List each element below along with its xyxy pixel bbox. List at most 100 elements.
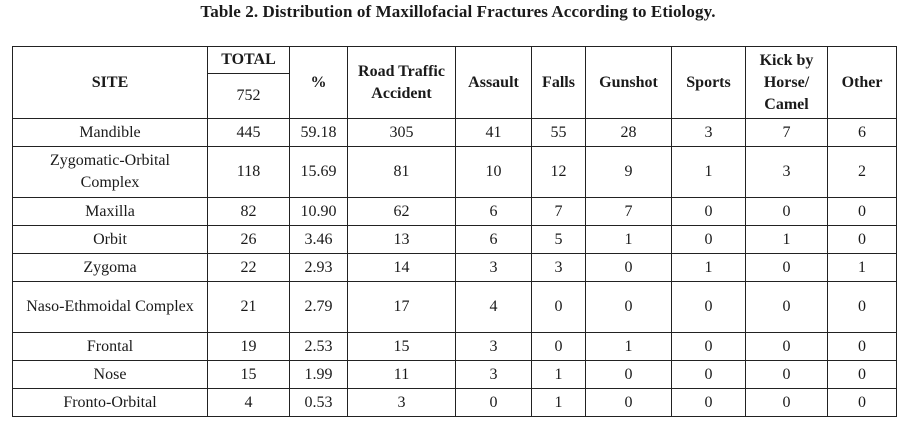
kick-by-horse-camel-cell: 0 xyxy=(745,388,828,417)
table-row: Maxilla 82 10.90 62 6 7 7 0 0 0 xyxy=(12,197,897,226)
gunshot-cell: 1 xyxy=(585,225,672,254)
falls-cell: 1 xyxy=(531,388,586,417)
percent-cell: 10.90 xyxy=(289,197,348,226)
assault-cell: 3 xyxy=(455,253,532,282)
other-cell: 0 xyxy=(827,360,897,389)
falls-cell: 0 xyxy=(531,332,586,361)
gunshot-cell: 0 xyxy=(585,388,672,417)
gunshot-cell: 9 xyxy=(585,146,672,198)
table-row: Zygoma 22 2.93 14 3 3 0 1 0 1 xyxy=(12,253,897,282)
sports-cell: 0 xyxy=(671,332,746,361)
sports-cell: 1 xyxy=(671,253,746,282)
header-site: SITE xyxy=(12,46,208,119)
total-cell: 19 xyxy=(207,332,290,361)
site-cell: Naso-Ethmoidal Complex xyxy=(12,281,208,333)
total-cell: 4 xyxy=(207,388,290,417)
road-traffic-accident-cell: 3 xyxy=(347,388,456,417)
gunshot-cell: 0 xyxy=(585,281,672,333)
kick-by-horse-camel-cell: 0 xyxy=(745,360,828,389)
header-other: Other xyxy=(827,46,897,119)
sports-cell: 0 xyxy=(671,225,746,254)
falls-cell: 0 xyxy=(531,281,586,333)
percent-cell: 1.99 xyxy=(289,360,348,389)
sports-cell: 1 xyxy=(671,146,746,198)
header-percent: % xyxy=(289,46,348,119)
sports-cell: 0 xyxy=(671,360,746,389)
header-falls: Falls xyxy=(531,46,586,119)
percent-cell: 0.53 xyxy=(289,388,348,417)
table-row: Mandible 445 59.18 305 41 55 28 3 7 6 xyxy=(12,118,897,147)
sports-cell: 3 xyxy=(671,118,746,147)
assault-cell: 4 xyxy=(455,281,532,333)
percent-cell: 3.46 xyxy=(289,225,348,254)
falls-cell: 5 xyxy=(531,225,586,254)
site-cell: Fronto-Orbital xyxy=(12,388,208,417)
falls-cell: 3 xyxy=(531,253,586,282)
header-road-traffic-accident: Road Traffic Accident xyxy=(347,46,456,119)
percent-cell: 2.93 xyxy=(289,253,348,282)
header-sports: Sports xyxy=(671,46,746,119)
site-cell: Frontal xyxy=(12,332,208,361)
table-row: Zygomatic-Orbital Complex 118 15.69 81 10 12 9… xyxy=(12,146,897,198)
gunshot-cell: 28 xyxy=(585,118,672,147)
kick-by-horse-camel-cell: 1 xyxy=(745,225,828,254)
site-cell: Nose xyxy=(12,360,208,389)
other-cell: 1 xyxy=(827,253,897,282)
kick-by-horse-camel-cell: 0 xyxy=(745,281,828,333)
falls-cell: 7 xyxy=(531,197,586,226)
site-cell: Zygomatic-Orbital Complex xyxy=(12,146,208,198)
road-traffic-accident-cell: 81 xyxy=(347,146,456,198)
total-cell: 21 xyxy=(207,281,290,333)
total-cell: 26 xyxy=(207,225,290,254)
site-cell: Orbit xyxy=(12,225,208,254)
table-row: Fronto-Orbital 4 0.53 3 0 1 0 0 0 0 xyxy=(12,388,897,417)
falls-cell: 55 xyxy=(531,118,586,147)
gunshot-cell: 7 xyxy=(585,197,672,226)
table-caption: Table 2. Distribution of Maxillofacial F… xyxy=(200,2,716,21)
road-traffic-accident-cell: 17 xyxy=(347,281,456,333)
other-cell: 0 xyxy=(827,197,897,226)
kick-by-horse-camel-cell: 0 xyxy=(745,197,828,226)
header-total: TOTAL xyxy=(207,46,290,74)
assault-cell: 6 xyxy=(455,225,532,254)
sports-cell: 0 xyxy=(671,197,746,226)
other-cell: 2 xyxy=(827,146,897,198)
assault-cell: 6 xyxy=(455,197,532,226)
other-cell: 0 xyxy=(827,225,897,254)
kick-by-horse-camel-cell: 0 xyxy=(745,332,828,361)
table-row: Nose 15 1.99 11 3 1 0 0 0 0 xyxy=(12,360,897,389)
falls-cell: 12 xyxy=(531,146,586,198)
road-traffic-accident-cell: 14 xyxy=(347,253,456,282)
percent-cell: 59.18 xyxy=(289,118,348,147)
percent-cell: 15.69 xyxy=(289,146,348,198)
other-cell: 6 xyxy=(827,118,897,147)
sports-cell: 0 xyxy=(671,281,746,333)
table-body: Mandible 445 59.18 305 41 55 28 3 7 6 Zygomatic-Or… xyxy=(12,118,897,417)
gunshot-cell: 0 xyxy=(585,253,672,282)
gunshot-cell: 1 xyxy=(585,332,672,361)
road-traffic-accident-cell: 305 xyxy=(347,118,456,147)
road-traffic-accident-cell: 13 xyxy=(347,225,456,254)
total-cell: 445 xyxy=(207,118,290,147)
fractures-table: SITE TOTAL % Road Traffic Accident Assau… xyxy=(12,46,897,417)
total-cell: 82 xyxy=(207,197,290,226)
sports-cell: 0 xyxy=(671,388,746,417)
total-cell: 15 xyxy=(207,360,290,389)
percent-cell: 2.79 xyxy=(289,281,348,333)
total-cell: 22 xyxy=(207,253,290,282)
falls-cell: 1 xyxy=(531,360,586,389)
assault-cell: 3 xyxy=(455,332,532,361)
gunshot-cell: 0 xyxy=(585,360,672,389)
kick-by-horse-camel-cell: 0 xyxy=(745,253,828,282)
assault-cell: 10 xyxy=(455,146,532,198)
total-cell: 118 xyxy=(207,146,290,198)
road-traffic-accident-cell: 62 xyxy=(347,197,456,226)
table-row: Frontal 19 2.53 15 3 0 1 0 0 0 xyxy=(12,332,897,361)
site-cell: Maxilla xyxy=(12,197,208,226)
assault-cell: 0 xyxy=(455,388,532,417)
other-cell: 0 xyxy=(827,332,897,361)
site-cell: Zygoma xyxy=(12,253,208,282)
kick-by-horse-camel-cell: 7 xyxy=(745,118,828,147)
assault-cell: 3 xyxy=(455,360,532,389)
table-header: SITE TOTAL % Road Traffic Accident Assau… xyxy=(12,46,897,119)
